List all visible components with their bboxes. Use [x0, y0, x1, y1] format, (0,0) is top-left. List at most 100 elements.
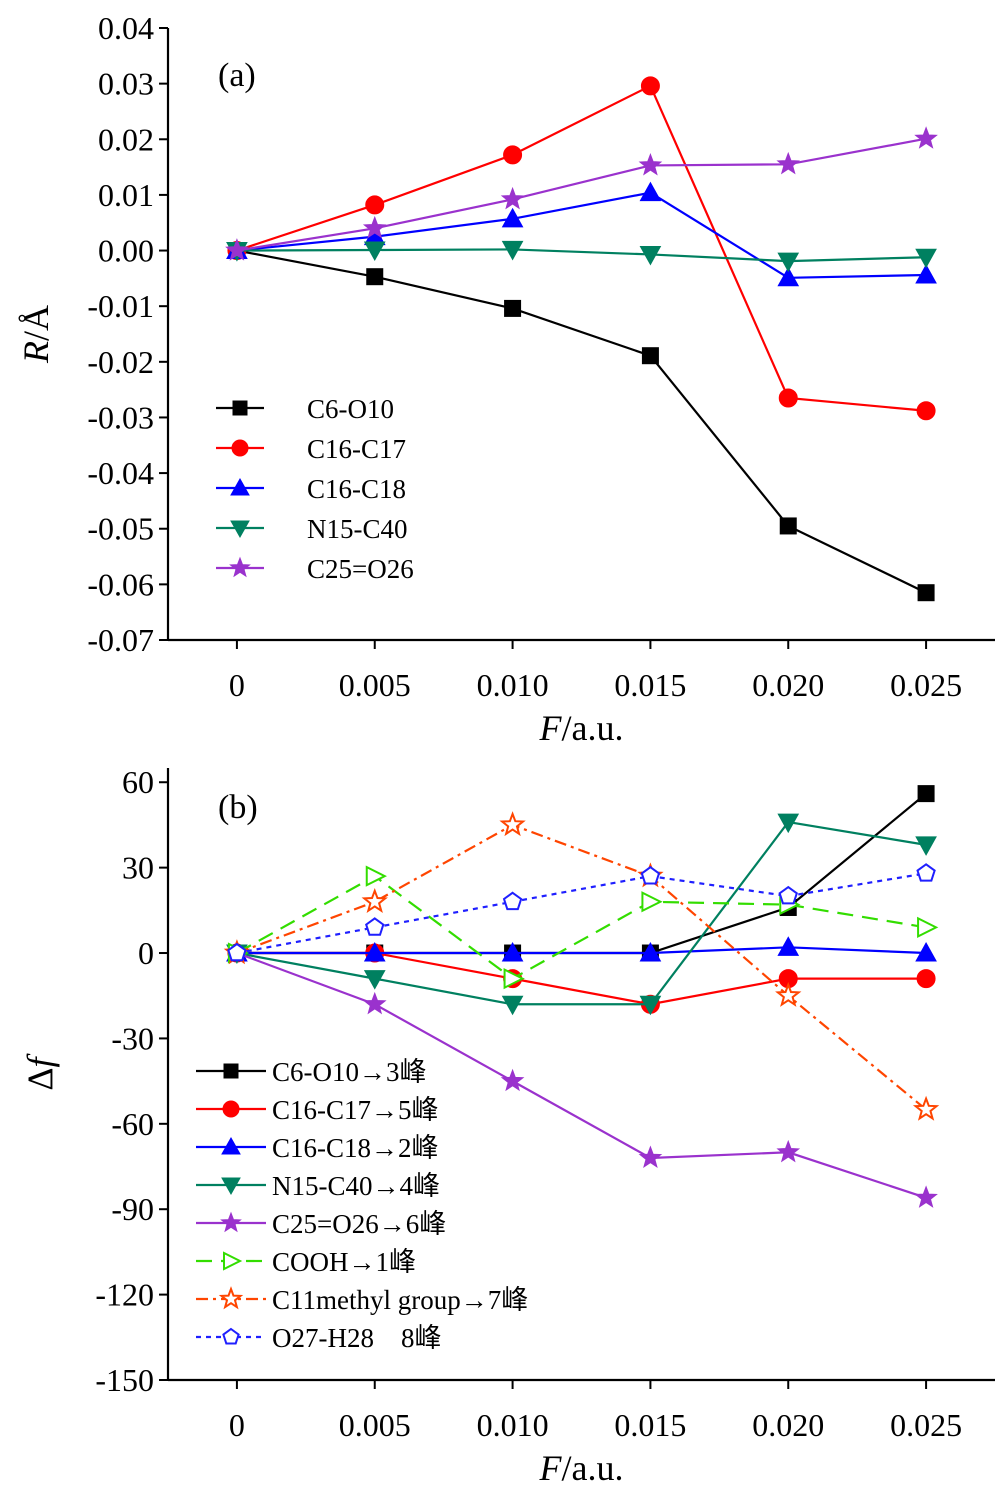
series-line	[236, 137, 927, 252]
series-line	[236, 946, 927, 955]
y-tick-label: 30	[122, 850, 154, 886]
legend-marker	[222, 1327, 240, 1345]
data-point	[365, 195, 385, 215]
data-point	[917, 785, 935, 803]
data-point	[638, 1145, 663, 1169]
data-point	[361, 887, 388, 914]
data-point	[915, 836, 937, 856]
y-tick-label: 0.03	[98, 66, 154, 102]
x-tick-label: 0.005	[339, 667, 411, 703]
x-tick-label: 0.010	[477, 1407, 549, 1443]
x-tick-label: 0.020	[752, 667, 824, 703]
series-line	[236, 792, 927, 955]
series-2	[227, 943, 936, 1014]
series-line	[236, 820, 927, 1006]
x-axis-title: F/a.u.	[539, 708, 624, 748]
data-point	[639, 245, 662, 266]
series-line	[236, 823, 927, 1111]
series-line	[236, 84, 927, 412]
legend-label: C25=O26→6峰	[272, 1209, 446, 1239]
legend-label: N15-C40	[307, 514, 408, 544]
series-4	[226, 813, 937, 1016]
y-tick-label: -0.07	[87, 622, 154, 658]
y-tick-label: 0.00	[98, 233, 154, 269]
legend-label: C16-C17→5峰	[272, 1095, 439, 1125]
legend-label: C6-O10→3峰	[272, 1057, 427, 1087]
y-axis-title: Δf	[20, 1052, 60, 1090]
x-tick-label: 0.015	[614, 667, 686, 703]
x-tick-label: 0.010	[477, 667, 549, 703]
y-tick-label: 0.02	[98, 121, 154, 157]
series-3	[226, 936, 937, 962]
data-point	[363, 241, 386, 262]
data-point	[916, 969, 936, 989]
y-tick-label: -0.04	[87, 455, 154, 491]
legend-marker	[232, 400, 248, 416]
data-point	[501, 240, 524, 261]
data-point	[363, 941, 386, 962]
data-point	[501, 207, 524, 228]
data-point	[500, 1068, 525, 1092]
x-tick-label: 0	[229, 667, 245, 703]
legend-marker	[230, 477, 250, 496]
data-point	[503, 968, 525, 990]
series-1	[228, 785, 935, 962]
data-point	[499, 811, 526, 837]
data-point	[501, 941, 524, 962]
legend: C6-O10→3峰 C16-C17→5峰 C16-C18→2峰 N15-C40→4峰 C…	[196, 1057, 528, 1353]
data-point	[639, 941, 662, 962]
legend-label: C16-C18→2峰	[272, 1133, 439, 1163]
y-tick-label: -0.06	[87, 566, 154, 602]
y-tick-label: 0	[138, 935, 154, 971]
legend-label: C25=O26	[307, 554, 414, 584]
series-4	[226, 240, 937, 273]
y-tick-label: -0.02	[87, 344, 154, 380]
legend-marker	[230, 520, 250, 539]
legend-marker	[218, 1286, 244, 1310]
data-point	[777, 266, 800, 287]
data-point	[916, 863, 936, 882]
data-point	[917, 916, 939, 939]
data-point	[504, 299, 522, 317]
y-axis-title: R/Å	[16, 305, 56, 364]
data-point	[503, 145, 523, 165]
x-axis-title: F/a.u.	[539, 1448, 624, 1488]
data-point	[917, 584, 935, 602]
legend-marker	[221, 1177, 241, 1196]
data-point	[362, 215, 387, 239]
data-point	[502, 891, 523, 911]
y-tick-label: -120	[95, 1277, 154, 1313]
series-line	[236, 249, 927, 594]
data-point	[639, 181, 662, 202]
y-tick-label: -60	[111, 1106, 154, 1142]
legend: C6-O10 C16-C17 C16-C18 N15-C40 C25=O26	[216, 394, 414, 584]
legend-marker	[222, 1100, 240, 1118]
legend-label: N15-C40→4峰	[272, 1171, 440, 1201]
y-tick-label: -0.03	[87, 399, 154, 435]
data-point	[776, 1139, 801, 1163]
data-point	[225, 238, 249, 261]
data-point	[915, 941, 937, 962]
data-point	[916, 401, 936, 421]
data-point	[366, 268, 384, 286]
data-point	[363, 970, 386, 990]
y-tick-label: -90	[111, 1191, 154, 1227]
legend-label: C16-C18	[307, 474, 406, 504]
series-line	[236, 191, 927, 279]
y-tick-label: 0.01	[98, 177, 154, 213]
legend-marker	[229, 556, 251, 578]
y-tick-label: -30	[111, 1020, 154, 1056]
x-tick-label: 0.015	[614, 1407, 686, 1443]
legend-label: O27-H28 8峰	[272, 1323, 442, 1353]
y-tick-label: -150	[95, 1362, 154, 1398]
panel-label: (a)	[218, 57, 256, 94]
x-tick-label: 0.025	[890, 1407, 962, 1443]
series-5	[225, 126, 938, 261]
data-point	[641, 891, 663, 913]
legend-marker	[221, 1136, 241, 1155]
data-point	[778, 388, 798, 408]
data-point	[779, 517, 797, 535]
legend-label: C16-C17	[307, 434, 406, 464]
data-point	[777, 813, 800, 834]
